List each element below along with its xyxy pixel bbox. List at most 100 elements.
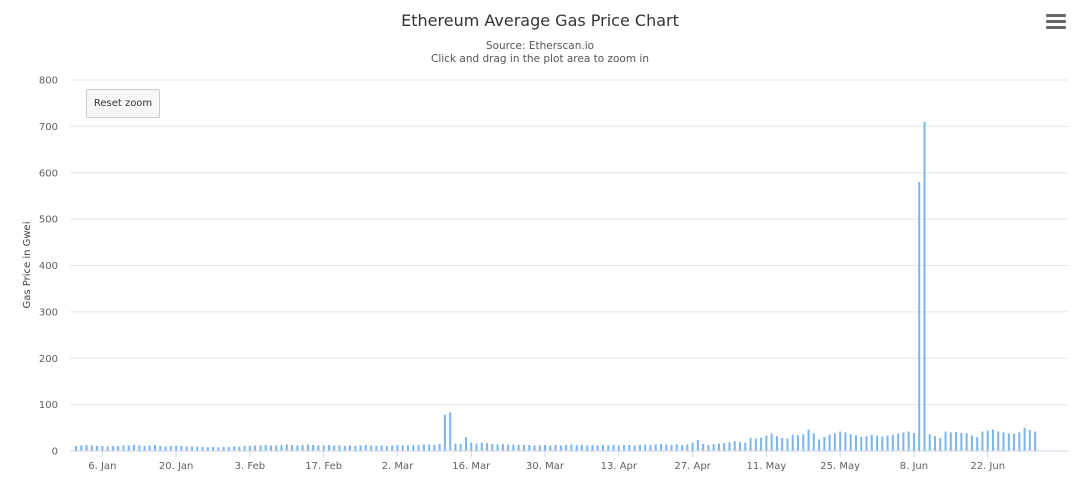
hamburger-menu-icon[interactable] xyxy=(1046,14,1066,32)
bar xyxy=(823,437,826,451)
bar xyxy=(1007,433,1010,451)
bar xyxy=(443,414,446,451)
bar xyxy=(565,444,568,451)
bar xyxy=(596,445,599,451)
bar xyxy=(169,445,172,451)
bar xyxy=(544,444,547,451)
bar xyxy=(470,442,473,451)
bar xyxy=(254,445,257,451)
bar xyxy=(248,445,251,451)
y-axis-ticks: 0 100 200 300 400 500 600 700 800 xyxy=(39,76,58,458)
chart-title: Ethereum Average Gas Price Chart xyxy=(401,11,679,30)
bar xyxy=(765,435,768,451)
bar xyxy=(575,444,578,451)
bar xyxy=(486,443,489,451)
bar xyxy=(749,438,752,451)
bar xyxy=(301,444,304,451)
bar xyxy=(138,445,141,451)
bar xyxy=(501,444,504,451)
bar-series xyxy=(75,121,1037,452)
bar xyxy=(659,444,662,451)
bar xyxy=(907,431,910,451)
bar xyxy=(359,445,362,451)
bar xyxy=(970,435,973,451)
bar xyxy=(1018,432,1021,451)
bar xyxy=(612,444,615,451)
y-tick-label: 500 xyxy=(39,215,58,226)
bar xyxy=(407,445,410,451)
y-tick-label: 700 xyxy=(39,122,58,133)
bar xyxy=(628,444,631,451)
bar xyxy=(670,444,673,451)
bar xyxy=(480,442,483,451)
bar xyxy=(238,446,241,451)
bar xyxy=(428,444,431,451)
bar xyxy=(528,444,531,451)
y-axis-label: Gas Price in Gwei xyxy=(22,222,33,309)
bar xyxy=(338,445,341,451)
x-tick-label: 2. Mar xyxy=(382,461,414,472)
bar xyxy=(802,434,805,451)
bar xyxy=(327,444,330,451)
gridlines xyxy=(70,79,1068,406)
x-tick-label: 13. Apr xyxy=(601,461,638,472)
bar xyxy=(148,445,151,451)
bar xyxy=(1002,432,1005,451)
bar xyxy=(554,444,557,451)
bar xyxy=(696,439,699,451)
bar xyxy=(275,445,278,451)
bar xyxy=(438,444,441,451)
bar xyxy=(517,444,520,451)
bar xyxy=(633,445,636,451)
x-tick-label: 11. May xyxy=(746,461,786,472)
bar xyxy=(354,445,357,451)
bar xyxy=(770,433,773,451)
bar xyxy=(491,444,494,451)
bar xyxy=(264,444,267,451)
bar xyxy=(997,431,1000,451)
bar xyxy=(807,429,810,451)
bar xyxy=(412,444,415,451)
bar xyxy=(691,442,694,451)
bar xyxy=(1028,430,1031,451)
bar xyxy=(385,445,388,451)
bar xyxy=(733,441,736,451)
bar xyxy=(728,442,731,451)
bar xyxy=(549,445,552,451)
bar xyxy=(654,444,657,451)
bar xyxy=(533,445,536,451)
bar xyxy=(897,433,900,451)
chart-subtitle-hint: Click and drag in the plot area to zoom … xyxy=(431,53,649,65)
bar xyxy=(591,444,594,451)
bar xyxy=(623,444,626,451)
bar xyxy=(512,444,515,451)
bar xyxy=(665,444,668,451)
bar xyxy=(580,444,583,451)
bar xyxy=(775,436,778,451)
bar xyxy=(934,436,937,451)
y-tick-label: 600 xyxy=(39,168,58,179)
bar xyxy=(206,447,209,451)
bar xyxy=(117,445,120,451)
bar xyxy=(475,443,478,451)
x-tick-label: 30. Mar xyxy=(526,461,565,472)
bar xyxy=(196,446,199,451)
bar xyxy=(886,435,889,451)
bar xyxy=(343,445,346,451)
x-tick-label: 8. Jun xyxy=(900,461,928,472)
bar xyxy=(891,434,894,451)
bar xyxy=(781,438,784,451)
bar xyxy=(812,433,815,451)
chart-subtitle-source: Source: Etherscan.io xyxy=(485,40,595,52)
menu-line xyxy=(1046,20,1066,23)
bar xyxy=(923,121,926,452)
x-tick-label: 16. Mar xyxy=(452,461,491,472)
bar xyxy=(744,442,747,451)
bar xyxy=(370,445,373,451)
reset-zoom-button[interactable]: Reset zoom xyxy=(86,89,160,118)
bar xyxy=(380,445,383,451)
bar xyxy=(454,443,457,451)
bar xyxy=(269,445,272,451)
bar xyxy=(986,430,989,451)
